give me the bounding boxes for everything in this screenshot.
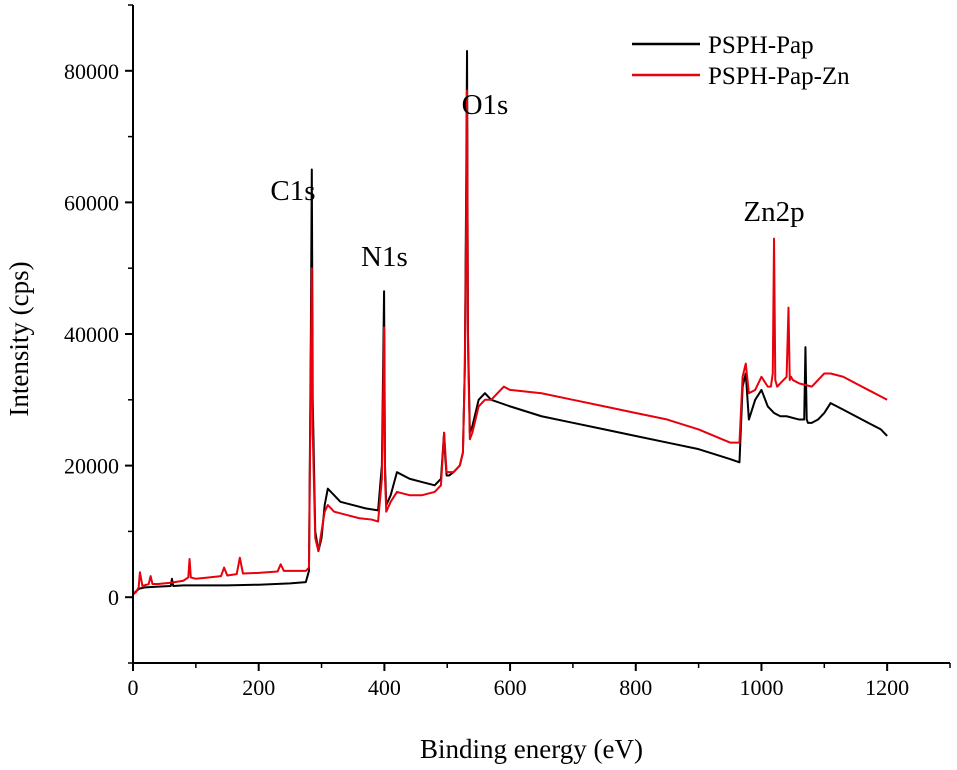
x-tick-label: 1200 <box>865 675 909 700</box>
peak-label-o1s: O1s <box>462 89 509 121</box>
x-tick-label: 800 <box>619 675 652 700</box>
x-tick-label: 200 <box>242 675 275 700</box>
y-tick-label: 80000 <box>64 59 119 84</box>
axes: 0 200 400 600 800 1000 1200 0 20000 40000 60000 800… <box>4 4 951 764</box>
y-axis-title: Intensity (cps) <box>4 261 34 416</box>
x-tick-label: 1000 <box>739 675 783 700</box>
peak-label-n1s: N1s <box>361 241 408 273</box>
x-axis-title: Binding energy (eV) <box>420 734 643 764</box>
plot-area <box>133 50 888 596</box>
x-tick-label: 0 <box>128 675 139 700</box>
legend: PSPH-Pap PSPH-Pap-Zn <box>632 32 850 90</box>
y-tick-label: 0 <box>108 585 119 610</box>
y-tick-label: 20000 <box>64 454 119 479</box>
peak-label-zn2p: Zn2p <box>743 196 804 228</box>
legend-label-1: PSPH-Pap-Zn <box>708 63 850 90</box>
y-tick-label: 60000 <box>64 190 119 215</box>
legend-label-0: PSPH-Pap <box>708 32 814 59</box>
y-tick-label: 40000 <box>64 322 119 347</box>
x-tick-label: 600 <box>494 675 527 700</box>
peak-label-c1s: C1s <box>270 175 315 207</box>
series-line-1 <box>133 89 888 596</box>
peak-annotations: C1s N1s O1s Zn2p <box>270 89 804 273</box>
x-tick-label: 400 <box>368 675 401 700</box>
